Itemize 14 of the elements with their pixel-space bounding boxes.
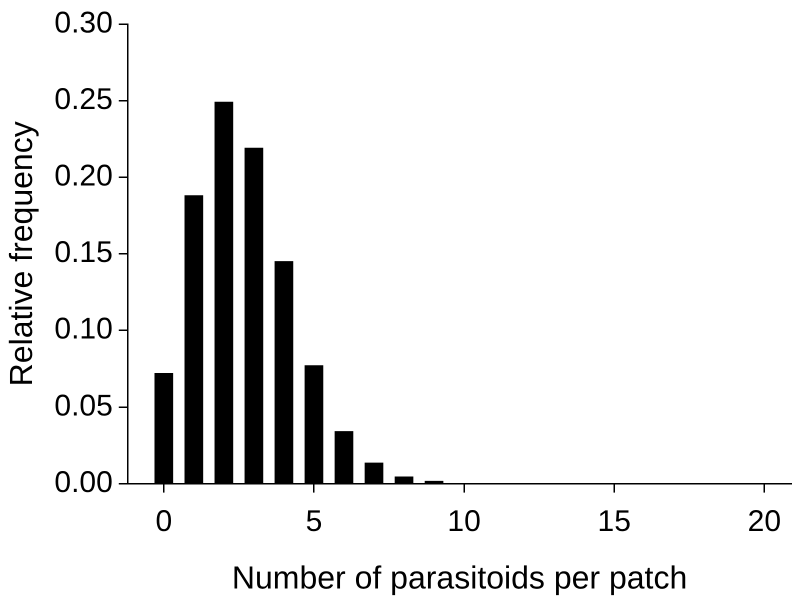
y-tick-label: 0.10 [54, 312, 113, 346]
y-tick-label: 0.25 [54, 82, 113, 116]
x-tick-label: 15 [598, 504, 631, 538]
y-tick-label: 0.00 [54, 466, 113, 499]
y-tick-label: 0.30 [54, 6, 113, 40]
y-tick-label: 0.20 [54, 159, 113, 192]
x-tick-label: 20 [748, 504, 782, 538]
x-tick-label: 10 [447, 504, 481, 538]
y-tick-label: 0.15 [54, 236, 113, 270]
x-tick-label: 5 [306, 504, 322, 538]
y-tick-label: 0.05 [54, 389, 113, 422]
x-axis-title: Number of parasitoids per patch [232, 560, 688, 596]
y-axis-title: Relative frequency [3, 121, 40, 386]
x-tick-label: 0 [155, 504, 172, 538]
